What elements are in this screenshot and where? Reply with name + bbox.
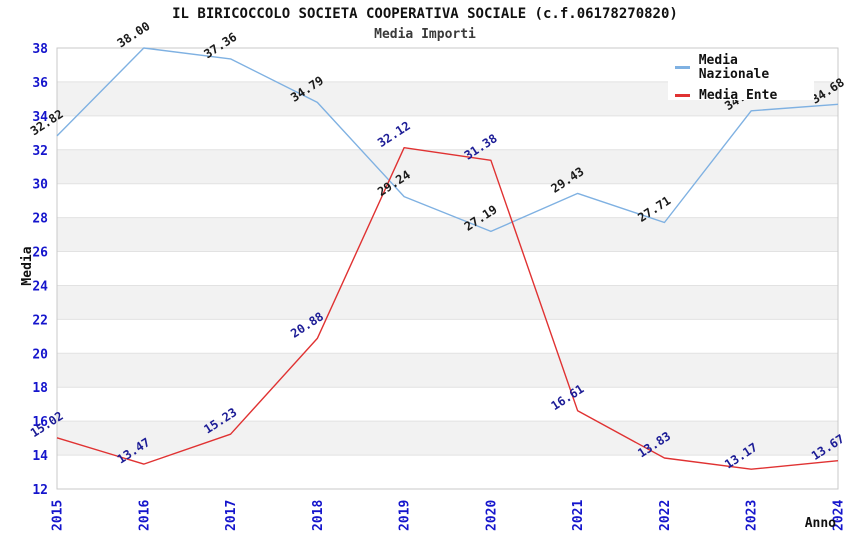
- svg-text:2024: 2024: [832, 500, 847, 531]
- legend-item-media-ente: Media Ente: [668, 87, 814, 103]
- legend-swatch-nazionale-icon: [675, 66, 690, 69]
- svg-text:38.00: 38.00: [115, 19, 153, 50]
- svg-text:2020: 2020: [484, 500, 499, 531]
- svg-text:2016: 2016: [137, 500, 152, 531]
- svg-text:36: 36: [32, 76, 48, 91]
- legend-label-ente: Media Ente: [699, 87, 778, 103]
- svg-text:20: 20: [32, 347, 48, 362]
- svg-text:2022: 2022: [658, 500, 673, 531]
- svg-text:38: 38: [32, 42, 48, 57]
- legend-label-nazionale: Media Nazionale: [698, 52, 770, 82]
- svg-text:32.12: 32.12: [375, 119, 413, 150]
- svg-text:37.36: 37.36: [201, 30, 239, 61]
- svg-text:14: 14: [32, 449, 48, 464]
- svg-text:28: 28: [32, 212, 48, 227]
- legend-swatch-ente-icon: [675, 94, 690, 97]
- svg-text:Anno: Anno: [805, 516, 836, 531]
- chart-subtitle: Media Importi: [374, 27, 476, 42]
- svg-text:2017: 2017: [224, 500, 239, 531]
- legend: Media Nazionale Media Ente: [668, 52, 814, 103]
- legend-item-media-nazionale: Media Nazionale: [668, 52, 814, 82]
- svg-text:34: 34: [32, 110, 48, 125]
- svg-text:2018: 2018: [311, 500, 326, 531]
- svg-text:2015: 2015: [51, 500, 66, 531]
- svg-text:30: 30: [32, 178, 48, 193]
- svg-text:2023: 2023: [745, 500, 760, 531]
- svg-text:Media: Media: [20, 246, 35, 285]
- svg-text:32: 32: [32, 144, 48, 159]
- svg-text:22: 22: [32, 313, 48, 328]
- svg-text:24: 24: [32, 279, 48, 294]
- svg-text:12: 12: [32, 483, 48, 498]
- chart-title: IL BIRICOCCOLO SOCIETA COOPERATIVA SOCIA…: [172, 6, 678, 22]
- svg-text:26: 26: [32, 246, 48, 261]
- svg-text:2019: 2019: [398, 500, 413, 531]
- svg-text:2021: 2021: [571, 500, 586, 531]
- svg-text:16: 16: [32, 415, 48, 430]
- svg-text:18: 18: [32, 381, 48, 396]
